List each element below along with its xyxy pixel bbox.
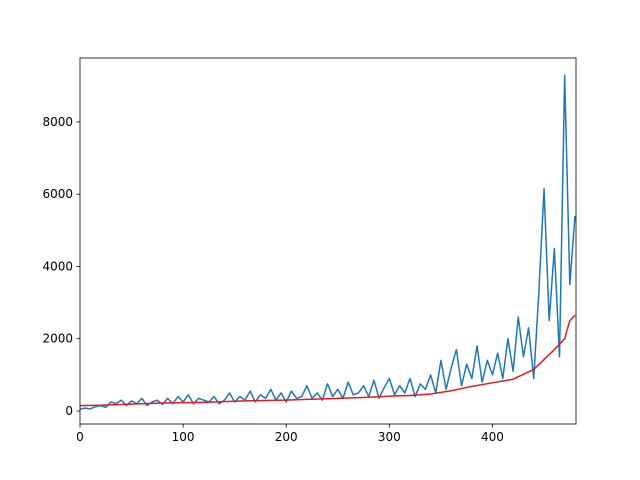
y-tick-label: 2000 xyxy=(42,332,73,346)
line-series xyxy=(79,74,576,410)
x-tick-label: 200 xyxy=(275,430,298,444)
y-tick-label: 4000 xyxy=(42,259,73,273)
x-tick-label: 300 xyxy=(378,430,401,444)
axes-frame xyxy=(79,57,577,425)
x-tick-label: 400 xyxy=(481,430,504,444)
x-tick-label: 100 xyxy=(172,430,195,444)
y-tick-label: 6000 xyxy=(42,187,73,201)
x-tick-label: 0 xyxy=(76,430,84,444)
y-tick-label: 0 xyxy=(65,404,73,418)
plot-area xyxy=(79,74,576,410)
line-series xyxy=(79,314,576,407)
y-tick-label: 8000 xyxy=(42,115,73,129)
